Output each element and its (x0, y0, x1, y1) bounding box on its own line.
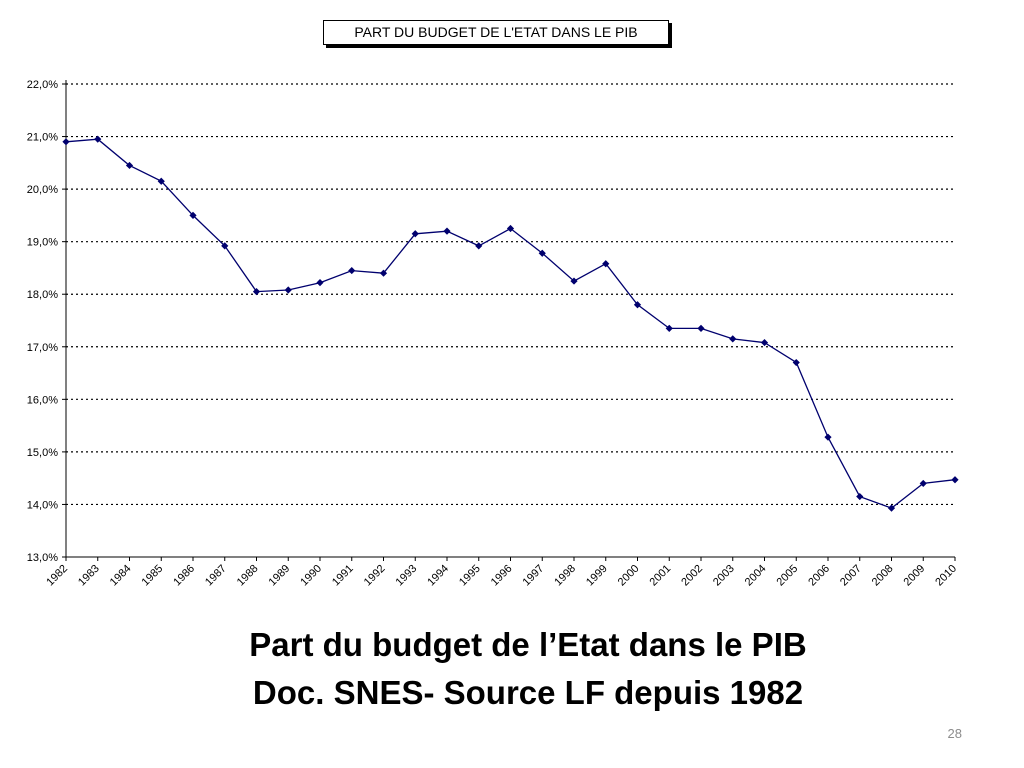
x-tick-label: 1996 (489, 563, 515, 589)
data-point (125, 161, 134, 170)
data-point (443, 227, 451, 235)
axes (62, 80, 956, 561)
x-tick-label: 1998 (552, 563, 578, 589)
data-point (157, 177, 165, 185)
y-tick-labels: 22,0% 21,0% 20,0% 19,0% 18,0% 17,0% 16,0% 15,0%… (27, 79, 58, 564)
data-point (951, 476, 959, 484)
x-tick-label: 1988 (235, 563, 261, 589)
data-point (570, 277, 578, 285)
x-tick-label: 2005 (775, 563, 801, 589)
data-point (94, 135, 102, 143)
x-tick-label: 1993 (394, 563, 420, 589)
x-tick-label: 1987 (203, 563, 229, 589)
y-tick-label: 19,0% (27, 237, 58, 249)
x-tick-label: 2010 (933, 563, 959, 589)
x-tick-label: 2003 (711, 563, 737, 589)
x-tick-label: 1984 (108, 563, 134, 589)
slide-caption-title: Part du budget de l’Etat dans le PIB (249, 626, 807, 663)
data-point (538, 249, 546, 257)
data-point (189, 211, 197, 219)
x-tick-labels: 1982 1983 1984 1985 1986 1987 1988 1989 1990 1991… (44, 563, 959, 589)
x-tick-label: 1982 (44, 563, 70, 589)
data-point (284, 286, 292, 294)
x-tick-label: 1986 (171, 563, 197, 589)
x-tick-label: 1991 (330, 563, 356, 589)
data-point (760, 338, 769, 347)
series-polyline (65, 138, 956, 509)
x-tick-label: 1992 (362, 563, 388, 589)
y-tick-label: 20,0% (27, 184, 58, 196)
y-tick-label: 22,0% (27, 79, 58, 91)
data-point (316, 279, 324, 287)
x-tick-label: 2007 (838, 563, 864, 589)
x-tick-label: 1983 (76, 563, 102, 589)
y-tick-label: 18,0% (27, 289, 58, 301)
data-point (475, 242, 483, 250)
y-tick-label: 13,0% (27, 552, 58, 564)
slide-caption-source: Doc. SNES- Source LF depuis 1982 (252, 674, 804, 711)
data-point (411, 230, 419, 238)
x-tick-label: 1994 (425, 563, 451, 589)
y-tick-label: 16,0% (27, 394, 58, 406)
data-point (252, 287, 261, 296)
data-point (887, 504, 896, 512)
x-tick-label: 2001 (648, 563, 674, 589)
x-tick-label: 1999 (584, 563, 610, 589)
page-number: 28 (947, 726, 962, 741)
x-tick-label: 2008 (870, 563, 896, 589)
data-point (792, 358, 800, 367)
data-point (348, 266, 356, 275)
y-tick-label: 21,0% (27, 132, 58, 144)
x-tick-label: 2004 (743, 563, 769, 589)
y-tick-label: 17,0% (27, 342, 58, 354)
x-tick-label: 1985 (140, 563, 166, 589)
data-point (221, 242, 229, 250)
data-point (602, 260, 610, 268)
data-point (379, 269, 388, 277)
data-point (697, 324, 705, 332)
x-tick-label: 2002 (679, 563, 705, 589)
data-point (62, 138, 70, 146)
data-point (919, 479, 927, 488)
data-point (506, 224, 515, 233)
x-tick-label: 2006 (806, 563, 832, 589)
series-line (65, 138, 956, 509)
chart-title: PART DU BUDGET DE L'ETAT DANS LE PIB (323, 20, 669, 45)
y-tick-label: 15,0% (27, 447, 58, 459)
data-point (665, 324, 673, 332)
data-point (824, 433, 832, 441)
x-tick-label: 1995 (457, 563, 483, 589)
x-tick-label: 1989 (267, 563, 293, 589)
data-point (633, 301, 642, 309)
grid-lines (66, 83, 955, 506)
data-markers (62, 135, 959, 512)
data-point (856, 492, 864, 501)
x-tick-label: 2000 (616, 563, 642, 589)
y-tick-label: 14,0% (27, 499, 58, 511)
x-tick-label: 1997 (521, 563, 547, 589)
data-point (729, 335, 737, 343)
x-tick-label: 1990 (298, 563, 324, 589)
x-tick-label: 2009 (902, 563, 928, 589)
